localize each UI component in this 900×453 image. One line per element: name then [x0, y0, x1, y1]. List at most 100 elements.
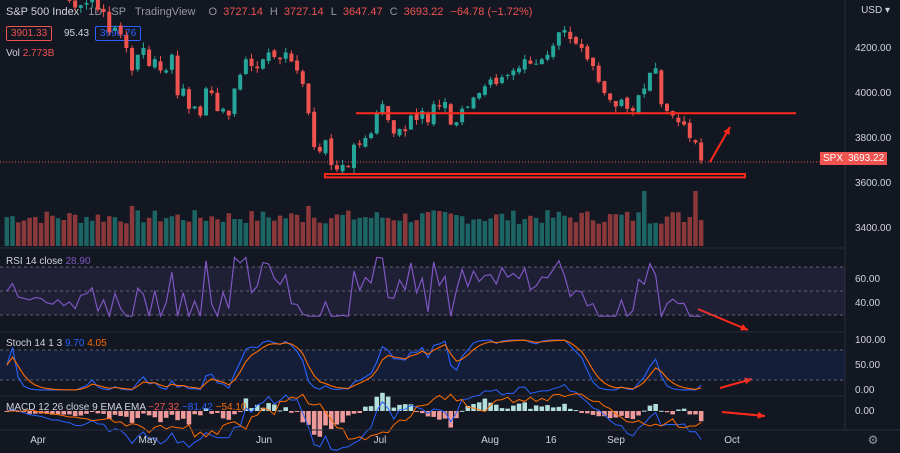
candle-body — [243, 59, 248, 74]
volume-bar — [636, 212, 641, 246]
macd-hist-bar — [528, 408, 533, 411]
macd-hist-bar — [192, 411, 197, 415]
macd-hist-bar — [602, 411, 607, 417]
volume-bar — [95, 214, 101, 246]
candle-body — [414, 113, 419, 120]
candle-body — [238, 75, 243, 90]
candle-body — [619, 99, 624, 106]
candle-body — [152, 59, 157, 68]
macd-hist-bar — [78, 411, 84, 416]
macd-hist-bar — [89, 411, 95, 412]
price-tick-label: 3400.00 — [855, 223, 892, 234]
macd-hist: −27.32 — [148, 402, 180, 413]
macd-hist-bar — [294, 411, 300, 412]
candle-body — [112, 27, 117, 31]
currency-selector[interactable]: USD ▾ — [861, 5, 890, 16]
macd-hist-bar — [511, 405, 516, 411]
macd-hist-bar — [72, 411, 78, 417]
volume-bar — [158, 221, 163, 246]
candle-body — [198, 106, 203, 116]
candle-body — [249, 58, 254, 66]
volume-bar — [425, 211, 431, 246]
candle-body — [300, 71, 305, 84]
volume-bar — [289, 213, 294, 246]
ask-box[interactable]: 3996.76 — [95, 26, 142, 41]
macd-value: −81.42 — [181, 402, 213, 413]
macd-hist-bar — [459, 410, 465, 412]
volume-bar — [494, 214, 499, 246]
time-axis-label: Aug — [481, 435, 499, 446]
macd-hist-bar — [277, 410, 283, 412]
rsi-line — [6, 256, 702, 319]
candle-body — [471, 97, 476, 109]
candle-body — [437, 105, 442, 107]
volume-bar — [84, 217, 89, 246]
candle-body — [482, 86, 487, 95]
macd-hist-bar — [363, 406, 368, 411]
volume-bar — [129, 206, 135, 246]
volume-bar — [380, 217, 385, 246]
macd-hist-bar — [545, 405, 550, 411]
macd-hist-bar — [698, 411, 704, 422]
macd-hist-bar — [357, 411, 362, 413]
bid-box[interactable]: 3901.33 — [6, 26, 53, 41]
volume-bar — [198, 217, 203, 246]
volume-bar — [408, 222, 414, 246]
macd-hist-bar — [653, 403, 658, 411]
volume-bar — [107, 216, 112, 246]
candle-body — [215, 92, 220, 111]
macd-hist-bar — [681, 408, 687, 411]
macd-hist-bar — [550, 407, 556, 411]
candle-body — [505, 75, 510, 76]
symbol-title[interactable]: S&P 500 Index — [6, 6, 80, 18]
macd-hist-bar — [368, 406, 374, 411]
volume-bar — [607, 214, 613, 246]
candle-body — [579, 44, 584, 48]
macd-hist-bar — [647, 405, 653, 411]
candle-body — [693, 140, 698, 143]
candle-body — [312, 111, 317, 147]
candle-body — [306, 83, 311, 114]
macd-hist-bar — [61, 411, 67, 415]
volume-bar — [328, 218, 334, 246]
candle-body — [175, 55, 180, 96]
gear-icon[interactable]: ⚙ — [868, 433, 879, 447]
stoch-band — [0, 350, 845, 380]
macd-hist-bar — [442, 411, 448, 419]
macd-hist-bar — [619, 411, 624, 416]
volume-bar — [556, 211, 562, 246]
macd-hist-bar — [50, 411, 55, 415]
candle-body — [477, 93, 482, 99]
candle-body — [124, 34, 129, 48]
macd-hist-bar — [232, 411, 237, 415]
candle-body — [135, 54, 140, 70]
candle-body — [209, 90, 214, 93]
macd-hist-bar — [169, 411, 175, 415]
volume-bar — [249, 211, 254, 246]
volume-bar — [596, 223, 601, 246]
volume-bar — [61, 220, 67, 246]
candle-body — [340, 165, 345, 172]
candle-body — [73, 0, 78, 8]
candle-body — [499, 77, 504, 83]
macd-hist-bar — [676, 409, 681, 411]
volume-bar — [528, 215, 533, 246]
candle-body — [397, 129, 402, 136]
macd-hist-bar — [556, 406, 562, 411]
volume-bar — [647, 223, 653, 246]
provider: TradingView — [134, 6, 196, 18]
candle-body — [266, 52, 271, 61]
candle-body — [465, 106, 470, 108]
candle-body — [164, 70, 169, 73]
macd-hist-bar — [596, 411, 601, 417]
candle-body — [118, 25, 123, 35]
volume-bar — [357, 217, 362, 246]
candle-body — [534, 63, 539, 65]
candle-body — [90, 0, 95, 3]
volume-bar — [112, 217, 118, 246]
macd-hist-bar — [693, 411, 698, 415]
candle-body — [181, 88, 186, 96]
macd-hist-bar — [101, 411, 106, 414]
